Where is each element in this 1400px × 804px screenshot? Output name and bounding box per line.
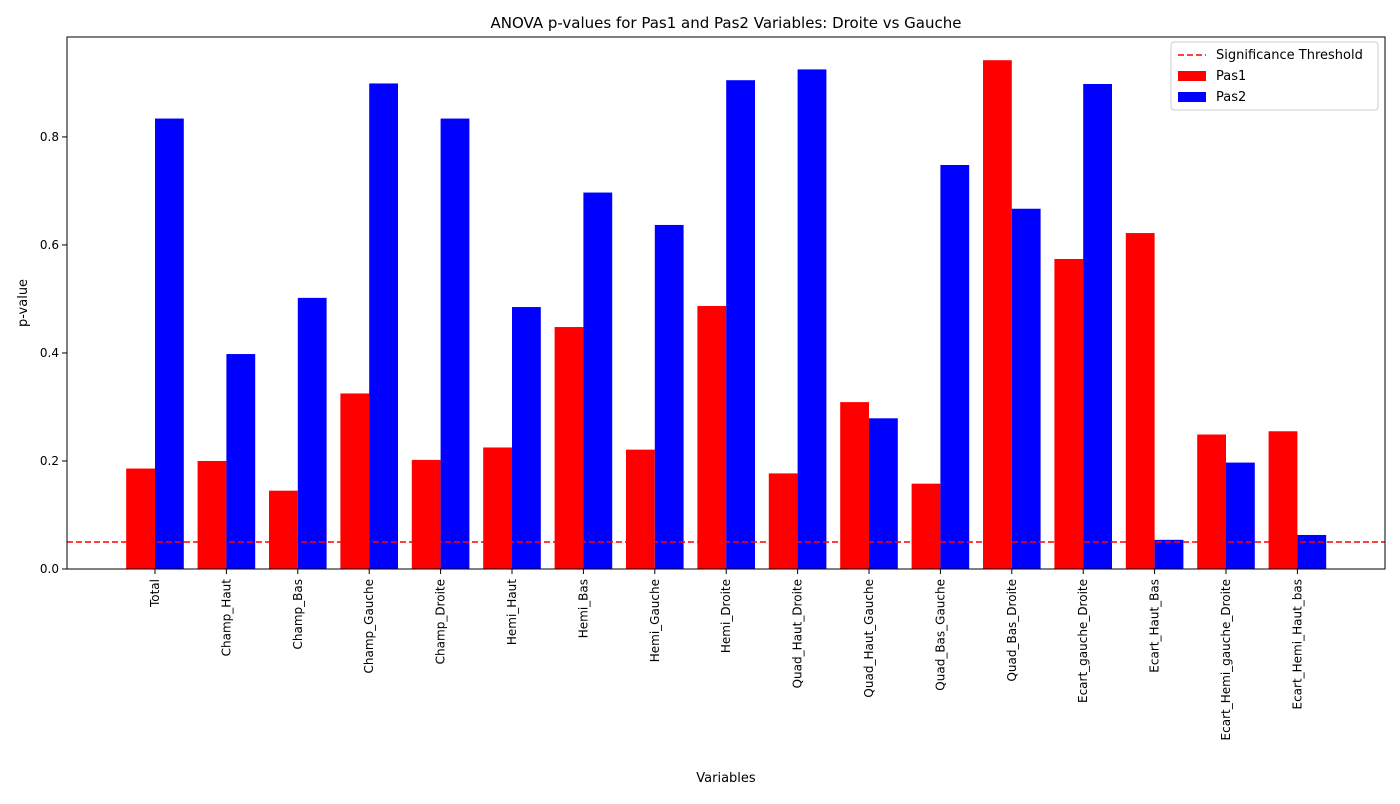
y-tick-label: 0.2 <box>40 454 59 468</box>
x-tick-label: Total <box>148 579 162 608</box>
chart-title: ANOVA p-values for Pas1 and Pas2 Variabl… <box>491 14 962 32</box>
bar-pas2-ecart_haut_bas <box>1154 539 1184 569</box>
bar-pas1-champ_droite <box>411 459 441 569</box>
legend-pas1-label: Pas1 <box>1216 69 1246 84</box>
x-tick-label: Champ_Droite <box>434 579 448 664</box>
bar-pas1-hemi_droite <box>697 305 727 569</box>
legend-pas2-swatch <box>1178 92 1206 102</box>
x-tick-label: Champ_Haut <box>219 579 233 657</box>
bar-pas2-quad_bas_droite <box>1011 208 1041 569</box>
y-tick-label: 0.6 <box>40 238 59 252</box>
y-tick-label: 0.8 <box>40 130 59 144</box>
x-tick-label: Ecart_Hemi_Haut_bas <box>1290 579 1304 710</box>
bar-pas2-total <box>155 118 184 569</box>
bar-pas2-champ_droite <box>440 118 470 569</box>
bar-pas1-hemi_bas <box>554 327 584 569</box>
bar-pas2-hemi_bas <box>583 192 613 569</box>
legend-threshold-label: Significance Threshold <box>1216 48 1363 63</box>
x-tick-label: Champ_Gauche <box>362 579 376 674</box>
bar-pas1-ecart_hemi_haut_bas <box>1268 431 1298 569</box>
bar-pas1-quad_haut_gauche <box>840 402 869 569</box>
bar-pas2-quad_haut_gauche <box>869 418 898 569</box>
bar-pas1-ecart_gauche_droite <box>1054 258 1084 569</box>
bar-pas2-champ_haut <box>226 354 256 569</box>
bar-pas1-quad_bas_gauche <box>911 483 941 569</box>
x-tick-label: Quad_Haut_Gauche <box>862 579 876 698</box>
bar-pas2-ecart_gauche_droite <box>1083 83 1112 569</box>
bar-pas1-champ_bas <box>269 490 298 569</box>
bar-pas1-ecart_hemi_gauche_droite <box>1197 434 1226 569</box>
bar-pas2-champ_gauche <box>369 83 398 569</box>
x-tick-label: Ecart_gauche_Droite <box>1076 579 1090 703</box>
bar-pas2-hemi_droite <box>726 80 755 569</box>
bar-pas2-ecart_hemi_gauche_droite <box>1226 462 1255 569</box>
x-tick-label: Hemi_Gauche <box>648 579 662 662</box>
x-tick-label: Champ_Bas <box>291 579 305 649</box>
plot-frame <box>66 36 1386 570</box>
x-tick-label: Quad_Bas_Droite <box>1005 579 1019 682</box>
legend-pas2-label: Pas2 <box>1216 90 1246 105</box>
bar-pas1-ecart_haut_bas <box>1125 233 1155 569</box>
bar-pas1-hemi_haut <box>483 447 512 569</box>
bar-pas1-champ_haut <box>197 460 227 569</box>
bar-pas2-ecart_hemi_haut_bas <box>1297 534 1327 569</box>
plot-area: 0.0 0.2 0.4 0.6 0.8 Total Champ_Haut Champ_Bas C… <box>40 60 1385 740</box>
bar-pas2-quad_haut_droite <box>797 69 827 569</box>
x-tick-label: Hemi_Bas <box>576 579 590 638</box>
y-tick-label: 0.4 <box>40 346 59 360</box>
x-tick-label: Ecart_Haut_Bas <box>1148 579 1162 673</box>
x-tick-label: Ecart_Hemi_gauche_Droite <box>1219 579 1233 740</box>
bar-pas1-hemi_gauche <box>626 449 655 569</box>
x-tick-label: Hemi_Droite <box>719 579 733 653</box>
legend-pas1-swatch <box>1178 71 1206 81</box>
x-axis-label: Variables <box>696 771 756 786</box>
bar-pas1-champ_gauche <box>340 393 370 569</box>
x-tick-label: Quad_Bas_Gauche <box>933 579 947 691</box>
bar-pas2-hemi_haut <box>512 307 541 569</box>
y-tick-label: 0.0 <box>40 562 59 576</box>
legend-box <box>1170 41 1379 111</box>
x-tick-label: Quad_Haut_Droite <box>791 579 805 688</box>
bar-pas1-total <box>126 468 155 569</box>
legend: Significance Threshold Pas1 Pas2 <box>1170 41 1379 111</box>
bar-pas1-quad_bas_droite <box>983 60 1012 569</box>
y-axis-label: p-value <box>16 279 31 327</box>
bar-pas2-champ_bas <box>297 297 327 569</box>
bar-pas2-hemi_gauche <box>654 224 684 570</box>
x-tick-label: Hemi_Haut <box>505 579 519 645</box>
bar-pas1-quad_haut_droite <box>768 473 798 569</box>
bar-pas2-quad_bas_gauche <box>940 165 970 569</box>
